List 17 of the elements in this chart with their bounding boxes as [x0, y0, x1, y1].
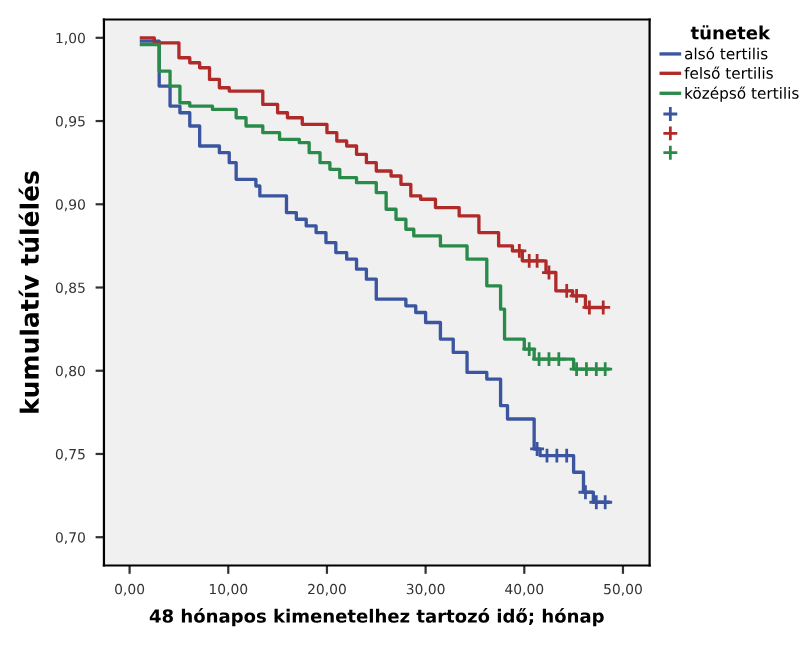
legend-title: tünetek: [690, 25, 771, 40]
point: [540, 350, 558, 368]
point: [511, 242, 528, 260]
point: [558, 282, 576, 300]
y-axis-title: kumulatív túlélés: [18, 171, 39, 413]
point: [530, 350, 548, 368]
point: [577, 483, 594, 501]
x-axis-title: 48 hónapos kimenetelhez tartozó idő; hónap: [149, 608, 604, 627]
point: [568, 360, 585, 378]
point: [520, 340, 538, 358]
point: [568, 287, 585, 305]
point: [578, 360, 595, 378]
point: [596, 493, 614, 511]
point: [528, 252, 546, 270]
point: [596, 360, 614, 378]
point: [550, 350, 568, 368]
point: [528, 440, 546, 458]
